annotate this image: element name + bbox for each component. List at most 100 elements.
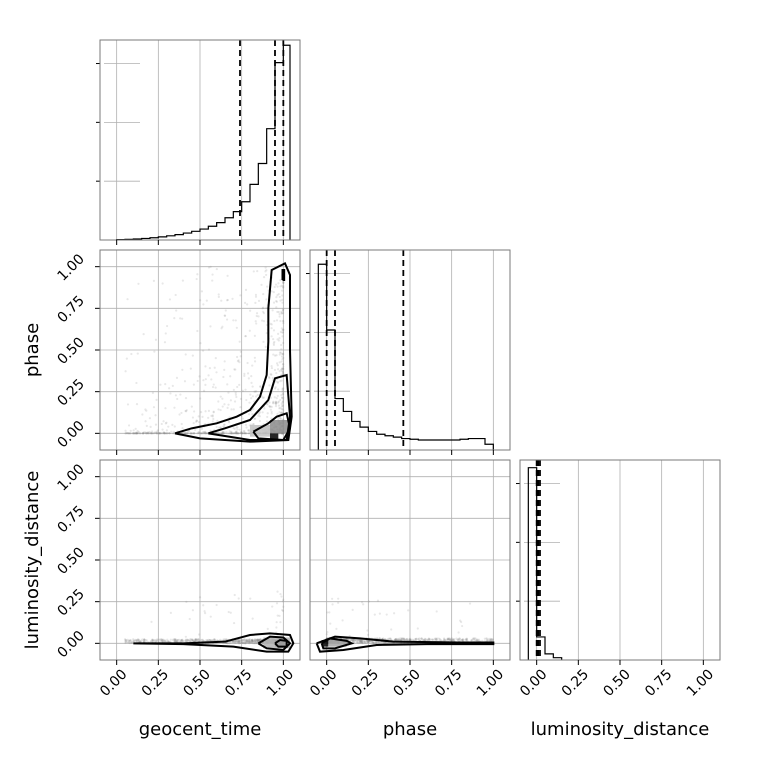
- sample-point: [245, 640, 249, 643]
- sample-point: [223, 403, 226, 406]
- sample-point: [184, 635, 187, 638]
- sample-point: [244, 423, 248, 427]
- sample-point: [364, 641, 367, 644]
- sample-point: [253, 639, 256, 643]
- sample-point: [281, 298, 284, 301]
- sample-point: [443, 638, 446, 642]
- sample-point: [282, 605, 285, 608]
- sample-point: [274, 404, 278, 408]
- sample-point: [163, 432, 166, 435]
- sample-point: [452, 638, 455, 641]
- sample-point: [238, 640, 241, 643]
- sample-point: [378, 641, 381, 645]
- contour-1: [320, 637, 355, 650]
- sample-point: [359, 639, 362, 642]
- sample-point: [417, 638, 420, 641]
- sample-point: [169, 392, 172, 395]
- sample-point: [256, 638, 259, 642]
- sample-point: [206, 639, 209, 642]
- sample-point: [192, 432, 196, 435]
- sample-point: [159, 432, 162, 435]
- sample-point: [248, 638, 252, 641]
- sample-point: [373, 613, 376, 616]
- sample-point: [280, 310, 283, 314]
- sample-point: [245, 641, 248, 644]
- panel-luminosity_distance: 0.00 0.25 0.50 0.75 1.00: [516, 459, 721, 700]
- sample-point: [241, 389, 244, 392]
- sample-point: [272, 402, 275, 405]
- sample-point: [214, 357, 217, 360]
- sample-point: [180, 638, 184, 642]
- sample-point: [374, 641, 377, 645]
- sample-point: [383, 641, 387, 644]
- sample-point: [432, 638, 435, 641]
- sample-point: [273, 368, 277, 372]
- sample-point: [135, 638, 138, 642]
- sample-point: [477, 638, 481, 641]
- sample-point: [255, 639, 258, 643]
- sample-point: [251, 641, 254, 644]
- sample-point: [151, 638, 154, 642]
- sample-point: [232, 426, 235, 430]
- sample-point: [428, 638, 431, 642]
- sample-point: [460, 638, 464, 642]
- sample-point: [465, 637, 469, 641]
- sample-point: [145, 409, 148, 412]
- sample-point: [142, 432, 145, 435]
- sample-point: [257, 639, 260, 643]
- sample-point: [367, 640, 370, 643]
- sample-point: [146, 431, 149, 435]
- sample-point: [190, 432, 193, 435]
- sample-point: [276, 412, 279, 415]
- sample-point: [255, 642, 258, 645]
- sample-point: [280, 312, 284, 315]
- sample-point: [476, 638, 479, 641]
- sample-point: [384, 638, 387, 641]
- sample-point: [168, 432, 171, 435]
- sample-point: [251, 639, 255, 643]
- sample-point: [171, 639, 175, 642]
- sample-point: [229, 611, 232, 614]
- sample-point: [129, 432, 132, 435]
- sample-point: [245, 638, 249, 642]
- sample-point: [234, 393, 237, 396]
- sample-point: [281, 309, 284, 313]
- sample-point: [276, 338, 279, 341]
- sample-point: [282, 598, 285, 601]
- sample-point: [209, 429, 212, 432]
- sample-point: [487, 637, 491, 640]
- sample-point: [378, 637, 381, 640]
- sample-point: [164, 332, 167, 335]
- sample-point: [124, 432, 128, 435]
- sample-point: [124, 432, 127, 435]
- sample-point: [257, 414, 260, 417]
- sample-point: [280, 369, 284, 373]
- sample-point: [270, 412, 273, 415]
- sample-point: [197, 431, 200, 434]
- sample-point: [249, 309, 252, 312]
- sample-point: [254, 390, 257, 393]
- sample-point: [255, 640, 258, 643]
- sample-point: [464, 638, 467, 641]
- sample-point: [194, 638, 198, 641]
- sample-point: [253, 417, 257, 420]
- sample-point: [245, 639, 248, 642]
- sample-point: [243, 430, 246, 433]
- sample-point: [135, 432, 139, 435]
- sample-point: [144, 408, 147, 411]
- sample-point: [282, 367, 285, 370]
- sample-point: [281, 404, 284, 407]
- sample-point: [212, 410, 215, 413]
- sample-point: [469, 639, 473, 642]
- sample-point: [207, 409, 211, 412]
- sample-point: [204, 431, 207, 434]
- sample-point: [185, 638, 188, 641]
- sample-point: [490, 639, 493, 642]
- sample-point: [255, 322, 258, 325]
- sample-point: [167, 425, 170, 428]
- sample-point: [205, 639, 209, 642]
- sample-point: [276, 368, 280, 371]
- sample-point: [274, 400, 278, 404]
- sample-point: [235, 430, 238, 434]
- sample-point: [184, 409, 187, 413]
